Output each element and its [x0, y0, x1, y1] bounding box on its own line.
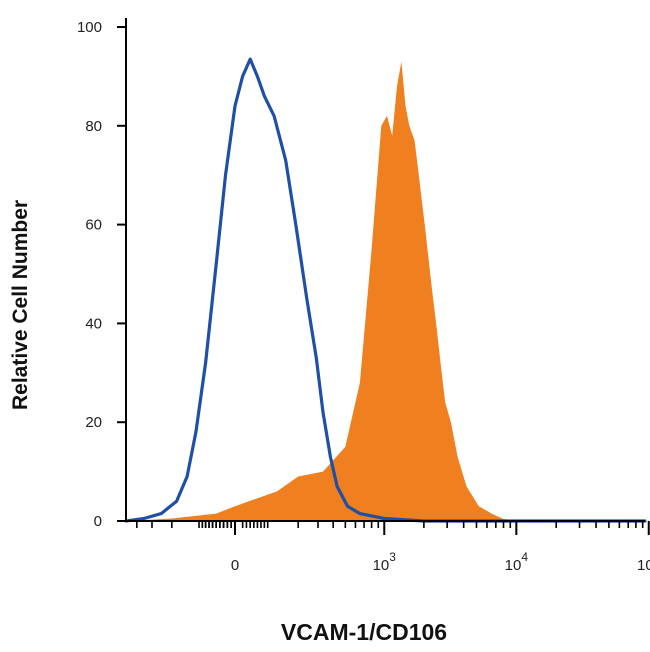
series-0-filled-histogram: [126, 61, 540, 521]
y-tick-label: 100: [77, 19, 102, 36]
x-tick-label: 105: [637, 550, 650, 574]
y-axis-title: Relative Cell Number: [9, 200, 32, 410]
x-tick-label: 103: [373, 550, 397, 574]
y-tick-label: 60: [85, 217, 102, 234]
x-axis-ticks: 0 103 104 105: [231, 521, 650, 574]
series-1-outline-histogram: [124, 57, 647, 523]
x-tick-label: 104: [505, 550, 529, 574]
y-axis-ticks: 0 20 40 60 80 100: [77, 19, 126, 530]
y-tick-label: 0: [94, 513, 102, 530]
x-axis-title: VCAM-1/CD106: [281, 619, 447, 645]
x-tick-label: 0: [231, 557, 239, 574]
y-tick-label: 40: [85, 315, 102, 332]
y-tick-label: 80: [85, 118, 102, 135]
y-tick-label: 20: [85, 414, 102, 431]
x-axis-minor-ticks: [136, 521, 644, 528]
plot-area: [124, 57, 647, 523]
